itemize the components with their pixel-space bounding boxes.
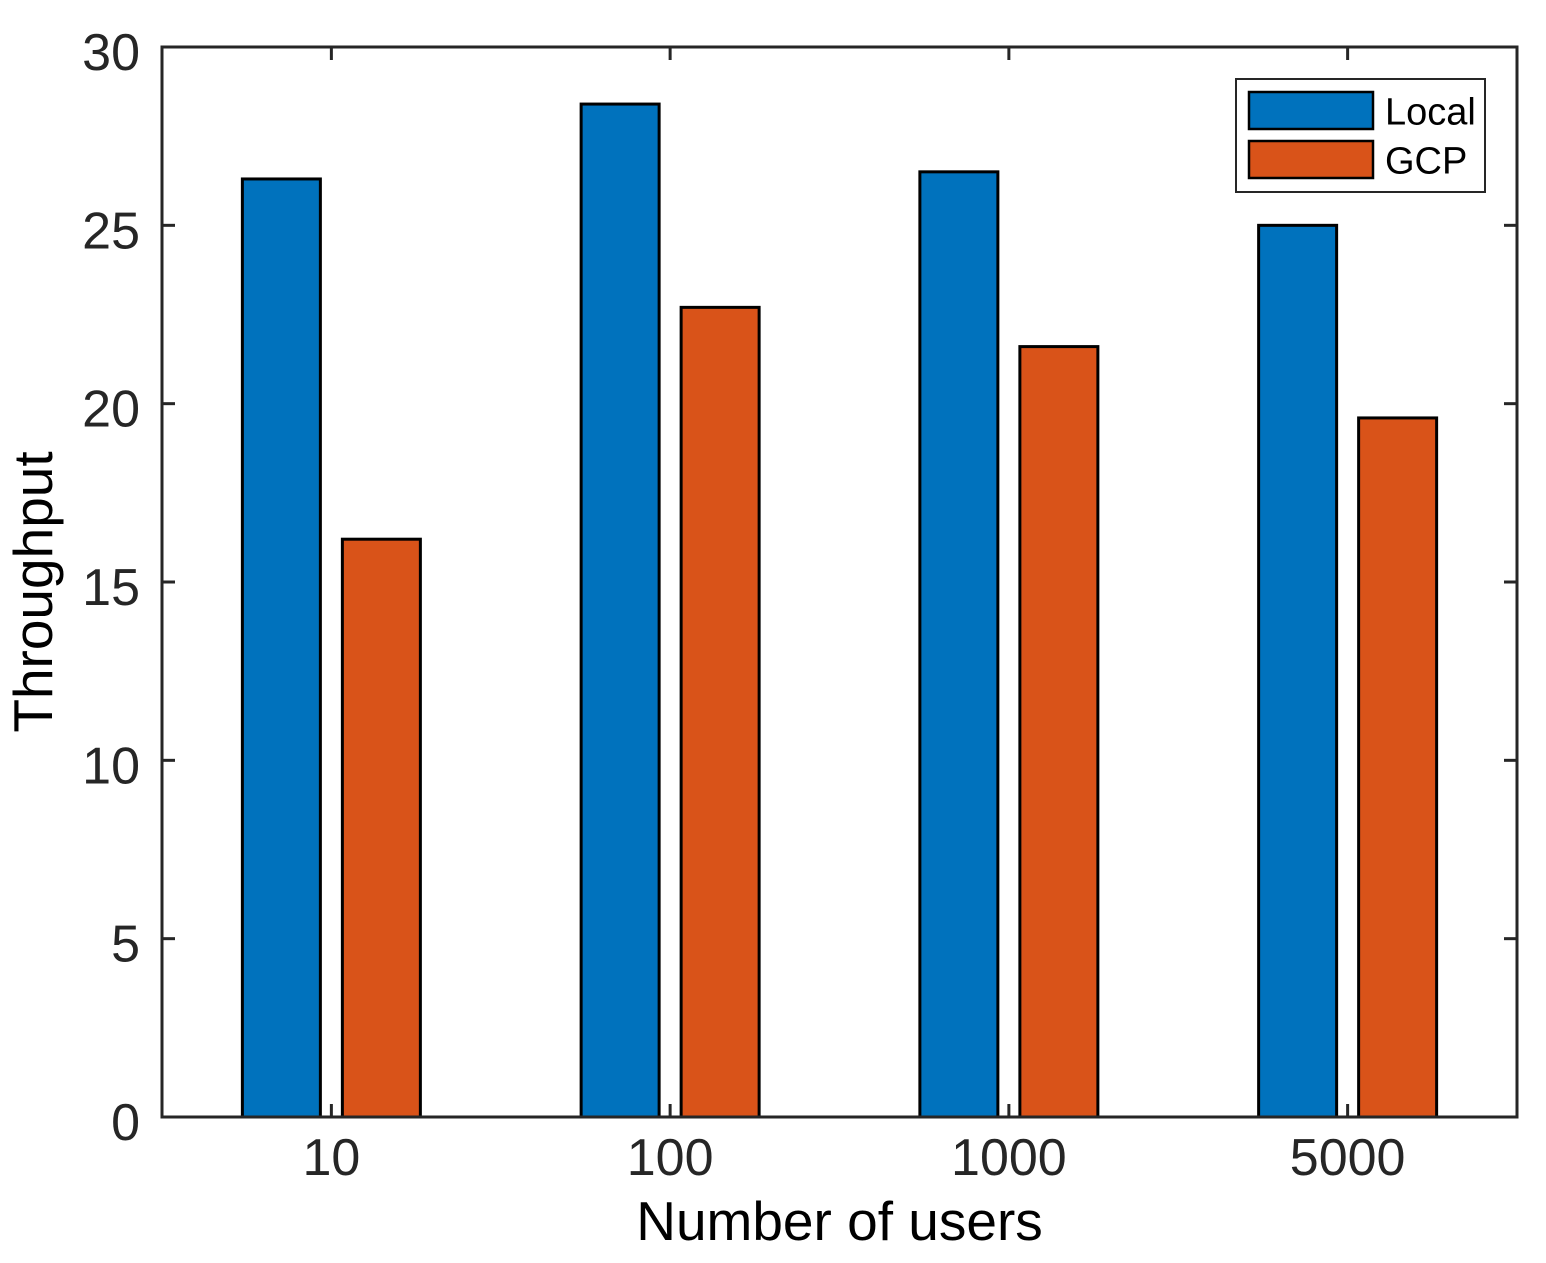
- y-tick-label: 5: [111, 916, 140, 974]
- bar-local-100: [579, 102, 661, 1119]
- x-axis-label: Number of users: [636, 1190, 1043, 1252]
- bar-local-10: [240, 177, 322, 1119]
- legend-swatch-local: [1247, 90, 1375, 131]
- y-tick-label: 25: [82, 202, 140, 260]
- y-tick-label: 15: [82, 559, 140, 617]
- x-tick-label: 100: [627, 1129, 714, 1187]
- y-tick-label: 30: [82, 24, 140, 82]
- y-tick-label: 20: [82, 381, 140, 439]
- bar-gcp-5000: [1357, 416, 1439, 1119]
- legend-label-local: Local: [1385, 92, 1476, 134]
- bar-local-5000: [1257, 223, 1339, 1119]
- bar-local-1000: [918, 170, 1000, 1119]
- y-tick-label: 10: [82, 737, 140, 795]
- bar-gcp-10: [340, 537, 422, 1119]
- bar-gcp-1000: [1018, 345, 1100, 1119]
- bar-gcp-100: [679, 305, 761, 1119]
- x-tick-label: 10: [302, 1129, 360, 1187]
- y-axis-label: Throughput: [2, 451, 64, 732]
- y-tick-label: 0: [111, 1094, 140, 1152]
- legend-swatch-gcp: [1247, 139, 1375, 180]
- x-tick-label: 5000: [1290, 1129, 1406, 1187]
- legend-label-gcp: GCP: [1385, 141, 1467, 183]
- x-tick-label: 1000: [951, 1129, 1067, 1187]
